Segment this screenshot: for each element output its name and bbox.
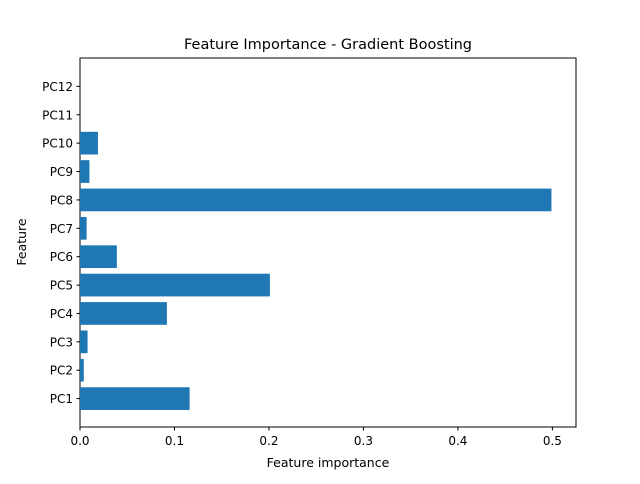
- x-tick-label: 0.5: [543, 434, 562, 448]
- x-tick-label: 0.2: [259, 434, 278, 448]
- bar-pc7: [80, 216, 87, 240]
- y-axis-label: Feature: [14, 218, 29, 266]
- y-tick-label: PC3: [50, 335, 73, 349]
- x-tick-label: 0.3: [354, 434, 373, 448]
- bar-pc2: [80, 358, 84, 382]
- y-tick-label: PC9: [50, 165, 73, 179]
- plot-area: [79, 57, 577, 428]
- y-axis-ticks: PC1 PC2 PC3 PC4 PC5 PC6 PC7 PC8 PC9 PC10 PC11 PC12: [42, 80, 80, 406]
- chart-title: Feature Importance - Gradient Boosting: [184, 37, 472, 53]
- y-tick-label: PC11: [42, 108, 73, 122]
- x-tick-label: 0.0: [70, 434, 89, 448]
- bar-pc10: [80, 131, 98, 155]
- y-tick-label: PC6: [50, 250, 73, 264]
- y-tick-label: PC4: [50, 307, 73, 321]
- x-tick-label: 0.4: [448, 434, 467, 448]
- y-tick-label: PC8: [50, 193, 73, 207]
- bar-pc9: [80, 160, 90, 183]
- bars-group: [80, 131, 552, 410]
- y-tick-label: PC5: [50, 279, 73, 293]
- x-tick-label: 0.1: [165, 434, 184, 448]
- y-tick-label: PC1: [50, 392, 73, 406]
- y-tick-label: PC7: [50, 222, 73, 236]
- x-axis-label: Feature importance: [267, 455, 390, 470]
- bar-pc1: [80, 387, 190, 410]
- bar-pc6: [80, 245, 117, 269]
- bar-pc8: [80, 188, 552, 212]
- x-axis-ticks: 0.0 0.1 0.2 0.3 0.4 0.5: [70, 427, 562, 448]
- y-tick-label: PC12: [42, 80, 73, 94]
- y-tick-label: PC2: [50, 364, 73, 378]
- bar-pc3: [80, 330, 88, 354]
- bar-pc4: [80, 302, 167, 325]
- bar-pc5: [80, 273, 270, 297]
- y-tick-label: PC10: [42, 137, 73, 151]
